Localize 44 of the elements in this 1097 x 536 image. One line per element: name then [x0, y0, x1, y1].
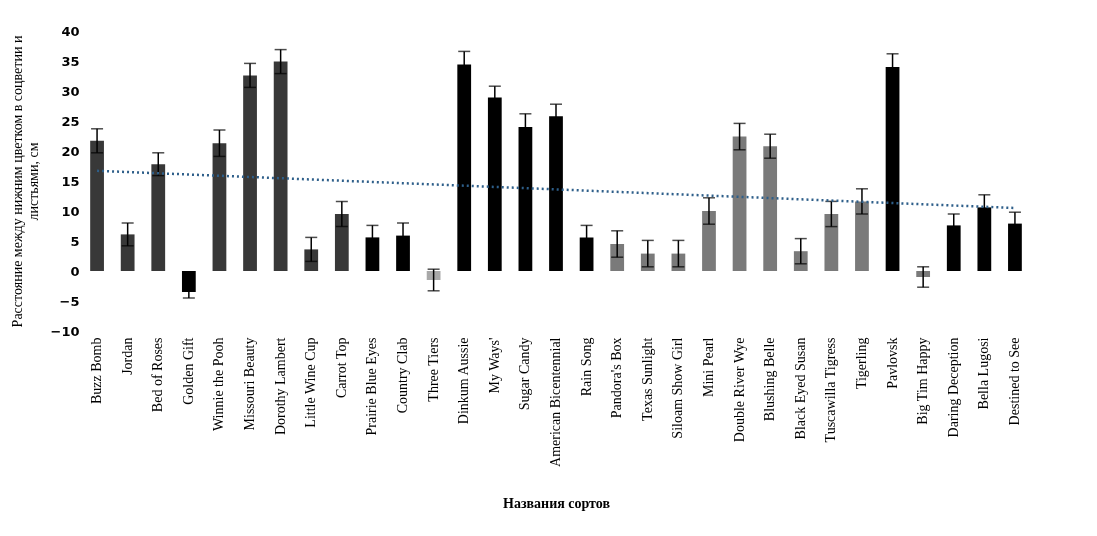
- x-tick-label: Destined to See: [1006, 337, 1022, 426]
- y-tick-label: −5: [59, 293, 80, 309]
- x-tick-label: Texas Sunlight: [639, 337, 655, 421]
- y-tick-label: 5: [70, 233, 80, 249]
- x-tick-label: My Ways': [486, 337, 502, 394]
- x-tick-label: Tigerling: [853, 337, 869, 390]
- y-axis-title: Расстояние между нижним цветком в соцветии и листьями, см: [9, 35, 41, 328]
- y-tick-label: 40: [61, 23, 80, 39]
- x-tick-label: Three Tiers: [425, 337, 441, 402]
- x-tick-label: Sugar Candy: [517, 337, 533, 411]
- x-tick-label: Prairie Blue Eyes: [364, 337, 380, 436]
- x-tick-label: Tuscawilla Tigress: [823, 337, 839, 443]
- x-tick-label: Blushing Belle: [762, 337, 778, 422]
- x-tick-label: Pavlovsk: [884, 337, 900, 389]
- y-tick-label: 0: [70, 263, 80, 279]
- x-tick-label: Bella Lugosi: [976, 337, 992, 410]
- x-tick-label: Winnie the Pooh: [211, 337, 227, 432]
- x-tick-label: Bed of Roses: [150, 337, 166, 413]
- x-tick-label: Country Clab: [395, 337, 411, 414]
- x-tick-label: Dorothy Lambert: [272, 337, 288, 436]
- y-tick-label: 30: [61, 83, 80, 99]
- x-tick-label: Dinkum Aussie: [456, 337, 472, 425]
- x-tick-label: Buzz Bomb: [89, 337, 105, 404]
- x-tick-label: Black Eyed Susan: [792, 337, 808, 440]
- x-tick-label: Mini Pearl: [700, 337, 716, 397]
- y-tick-label: 15: [61, 173, 80, 189]
- x-tick-label: Pandora's Box: [609, 337, 625, 419]
- y-tick-label: 10: [61, 203, 80, 219]
- y-tick-label: −10: [50, 323, 80, 339]
- x-tick-label: Big Tim Happy: [915, 337, 931, 425]
- x-tick-label: Golden Gift: [180, 337, 196, 405]
- y-tick-label: 20: [61, 143, 80, 159]
- x-tick-label: Carrot Top: [333, 337, 349, 399]
- y-tick-label: 25: [61, 113, 80, 129]
- x-axis-title: Названия сортов: [502, 495, 611, 511]
- x-tick-label: American Bicentennial: [548, 337, 563, 467]
- x-tick-label: Daring Deception: [945, 337, 961, 438]
- x-tick-label: Double River Wye: [731, 337, 747, 443]
- x-tick-label: Little Wine Cup: [303, 337, 319, 428]
- x-tick-label: Rain Song: [578, 337, 594, 397]
- y-tick-label: 35: [61, 53, 80, 69]
- x-tick-label: Siloam Show Girl: [670, 337, 686, 439]
- x-tick-label: Jordan: [119, 337, 135, 375]
- x-tick-label: Missouri Beauty: [242, 337, 258, 431]
